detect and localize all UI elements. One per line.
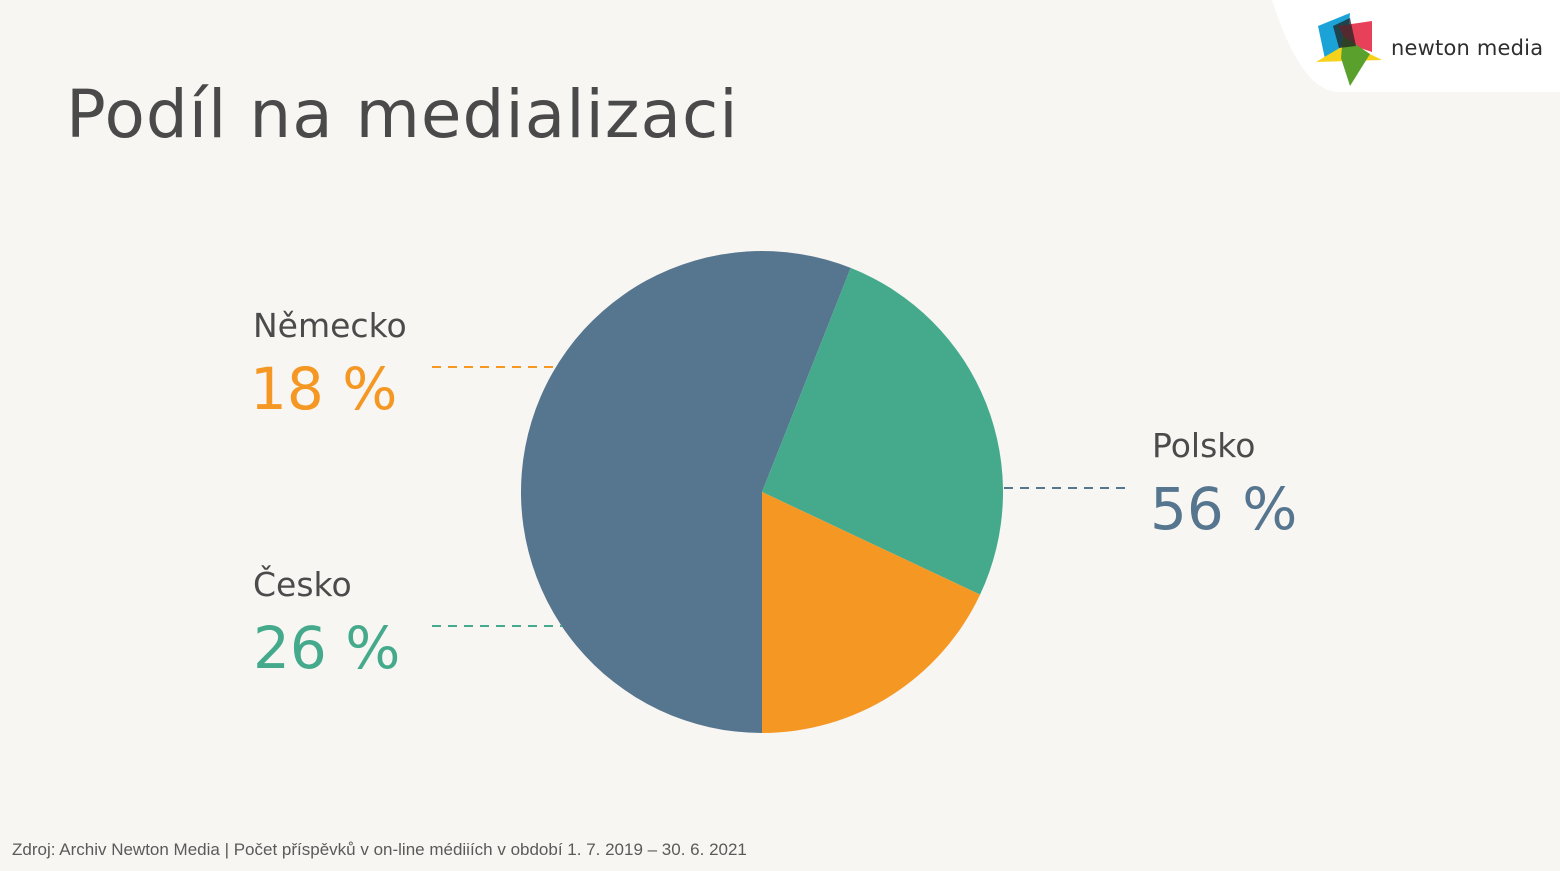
source-note: Zdroj: Archiv Newton Media | Počet přísp…: [12, 840, 747, 859]
newton-media-logo-icon: [1316, 13, 1382, 86]
slice-polsko: [521, 251, 851, 734]
page-title: Podíl na medializaci: [66, 76, 739, 153]
label-nemecko: Německo: [253, 306, 407, 345]
value-nemecko: 18 %: [250, 355, 398, 423]
brand-name: newton media: [1391, 36, 1544, 60]
value-polsko: 56 %: [1150, 475, 1298, 543]
value-cesko: 26 %: [253, 614, 401, 682]
slice-nemecko: [762, 492, 981, 733]
slice-cesko: [762, 267, 1003, 595]
label-polsko: Polsko: [1152, 426, 1256, 465]
label-cesko: Česko: [253, 565, 352, 604]
